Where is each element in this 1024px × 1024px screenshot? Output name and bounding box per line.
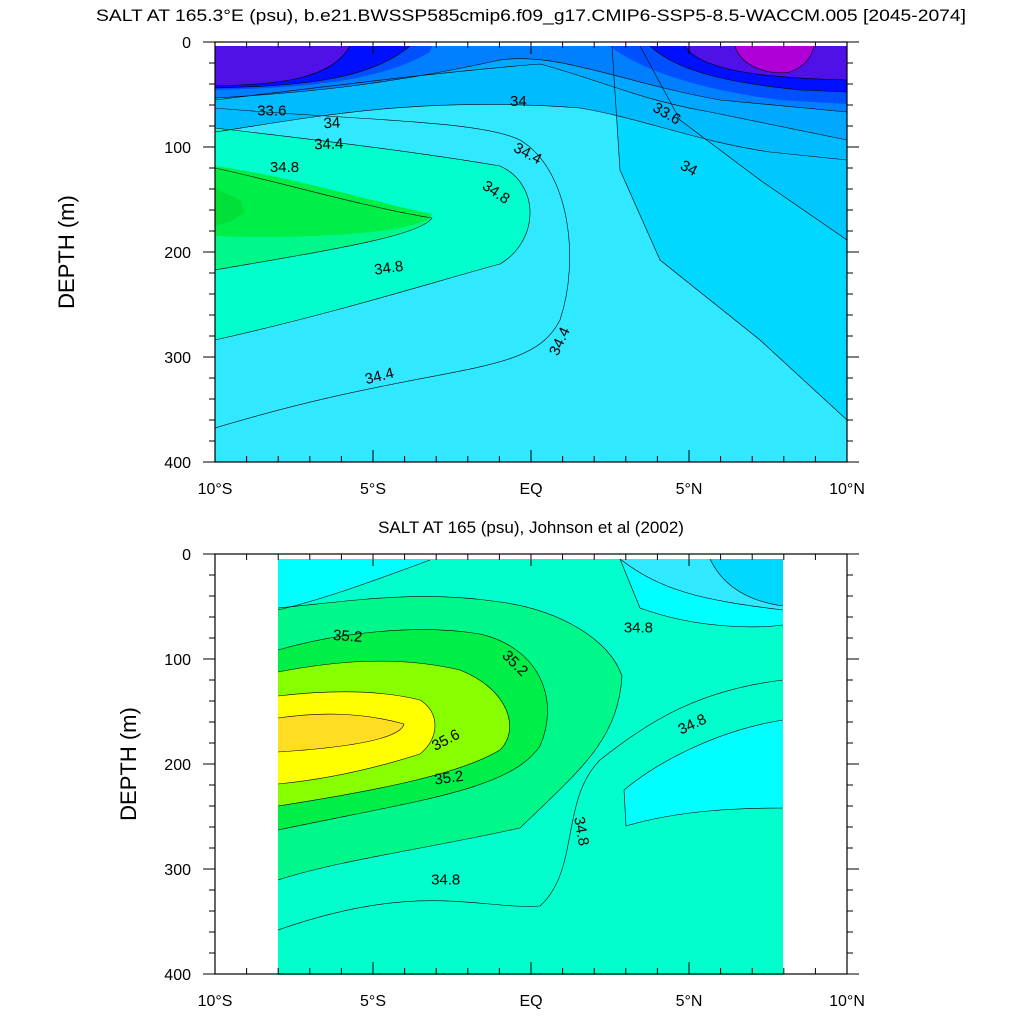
contour-line <box>215 167 433 271</box>
panel-title: SALT AT 165 (psu), Johnson et al (2002) <box>378 518 684 537</box>
contour-line <box>278 679 783 931</box>
contour-line <box>619 559 783 611</box>
model-salinity-panel: SALT AT 165.3°E (psu), b.e21.BWSSP585cmi… <box>54 6 966 498</box>
contour-line <box>734 46 815 74</box>
y-tick-label: 0 <box>182 547 191 564</box>
axis-ticks <box>203 553 859 975</box>
contour-line <box>278 713 405 753</box>
x-tick-label: 10°N <box>829 993 865 1010</box>
y-tick-label: 200 <box>164 245 191 262</box>
x-tick-label: 5°N <box>676 481 703 498</box>
fill-band-max-salinity <box>278 714 404 752</box>
contour-line <box>278 596 623 881</box>
y-tick-label: 300 <box>164 862 191 879</box>
contour-line <box>215 127 531 341</box>
y-axis-label: DEPTH (m) <box>116 707 141 821</box>
contour-line <box>684 46 847 81</box>
contour-line <box>215 46 411 89</box>
contour-label: 34.4 <box>363 365 395 389</box>
y-tick-label: 400 <box>164 967 191 984</box>
contour-label: 34.8 <box>373 258 404 279</box>
fill-band-35.2-35.4 <box>215 166 432 237</box>
contour-line <box>215 63 847 141</box>
contour-label: 34.4 <box>314 135 344 153</box>
contour-line <box>611 46 847 421</box>
contour-label: 34.8 <box>270 159 299 176</box>
y-tick-label: 200 <box>164 757 191 774</box>
contour-lines <box>278 559 783 931</box>
x-tick-label: EQ <box>519 481 542 498</box>
y-tick-label: 0 <box>182 35 191 52</box>
contour-line <box>215 104 847 161</box>
y-tick-label: 300 <box>164 350 191 367</box>
x-tick-label: 10°S <box>198 993 233 1010</box>
y-axis-label: DEPTH (m) <box>54 195 79 309</box>
fill-band-33.4-33.6 <box>215 46 847 92</box>
contour-line <box>278 691 436 785</box>
x-tick-label: 5°N <box>676 993 703 1010</box>
fill-band-core <box>215 188 245 226</box>
fill-band-deep-fresh <box>710 559 783 606</box>
fill-band-low-salinity-north <box>624 720 783 826</box>
contour-line <box>215 46 351 87</box>
contour-line <box>215 58 847 113</box>
contour-label: 35.2 <box>433 768 464 789</box>
contour-label: 34.8 <box>431 872 460 889</box>
contour-line <box>619 559 783 628</box>
contour-label: 34.8 <box>624 620 653 637</box>
contour-line <box>649 46 847 93</box>
y-tick-label: 100 <box>164 652 191 669</box>
contour-line <box>215 107 570 429</box>
x-tick-label: 5°S <box>360 993 386 1010</box>
contour-line <box>623 719 783 827</box>
contour-line <box>709 559 783 607</box>
contour-line <box>278 660 510 807</box>
y-tick-label: 100 <box>164 140 191 157</box>
contour-label: 35.2 <box>333 627 363 646</box>
panel-title: SALT AT 165.3°E (psu), b.e21.BWSSP585cmi… <box>96 6 966 25</box>
contour-fills <box>215 46 847 462</box>
contour-label: 34 <box>677 157 700 180</box>
contour-label: 34 <box>323 114 341 132</box>
contour-label: 33.6 <box>257 102 286 119</box>
contour-label: 34.8 <box>570 815 592 847</box>
y-tick-label: 400 <box>164 455 191 472</box>
contour-line <box>639 46 847 241</box>
x-tick-label: EQ <box>519 993 542 1010</box>
x-tick-label: 10°N <box>829 481 865 498</box>
observed-salinity-panel: SALT AT 165 (psu), Johnson et al (2002) <box>116 518 865 1010</box>
axis-tick-labels: 10°S 5°S EQ 5°N 10°N 0 100 200 300 400 <box>164 547 865 1010</box>
contour-lines <box>215 46 847 429</box>
contour-fills <box>278 559 783 975</box>
contour-label: 34 <box>510 93 527 110</box>
contour-line <box>278 629 548 831</box>
fill-band-max-fresh <box>735 46 814 73</box>
axis-tick-labels: 10°S 5°S EQ 5°N 10°N 0 100 200 300 400 <box>164 35 865 498</box>
x-tick-label: 5°S <box>360 481 386 498</box>
axis-ticks <box>203 41 859 463</box>
x-tick-label: 10°S <box>198 481 233 498</box>
